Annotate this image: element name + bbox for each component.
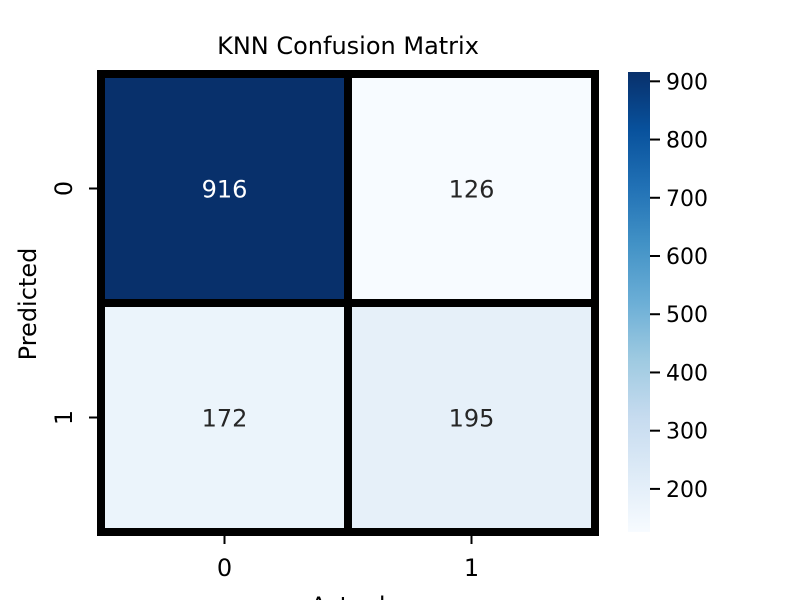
colorbar-tick-label-800: 800 [666, 129, 708, 154]
cell-value-label-1-1: 195 [449, 405, 495, 433]
cell-value-label-1-0: 172 [202, 405, 248, 433]
colorbar-tick-label-300: 300 [666, 420, 708, 445]
colorbar-tick-label-700: 700 [666, 187, 708, 212]
colorbar-tick-label-200: 200 [666, 478, 708, 503]
colorbar-gradient [628, 72, 650, 532]
colorbar-tick-label-400: 400 [666, 361, 708, 386]
colorbar-tick-label-900: 900 [666, 70, 708, 95]
y-tick-label-0: 0 [50, 181, 78, 196]
cell-value-label-0-1: 126 [449, 176, 495, 204]
heatmap-cells: 916 126 172 195 [97, 70, 599, 536]
chart-title: KNN Confusion Matrix [217, 32, 479, 60]
heatmap-frame [98, 71, 598, 535]
colorbar-tick-label-600: 600 [666, 245, 708, 270]
y-axis: 01 [50, 181, 101, 425]
cell-value-label-0-0: 916 [202, 176, 248, 204]
x-tick-label-0: 0 [217, 554, 232, 582]
x-tick-label-1: 1 [464, 554, 479, 582]
y-axis-label: Predicted [14, 248, 42, 361]
colorbar-tick-label-500: 500 [666, 303, 708, 328]
x-axis-label: Actual [310, 592, 385, 600]
colorbar: 200 300 400 500 600 700 800 900 [628, 70, 708, 532]
y-tick-label-1: 1 [50, 410, 78, 425]
